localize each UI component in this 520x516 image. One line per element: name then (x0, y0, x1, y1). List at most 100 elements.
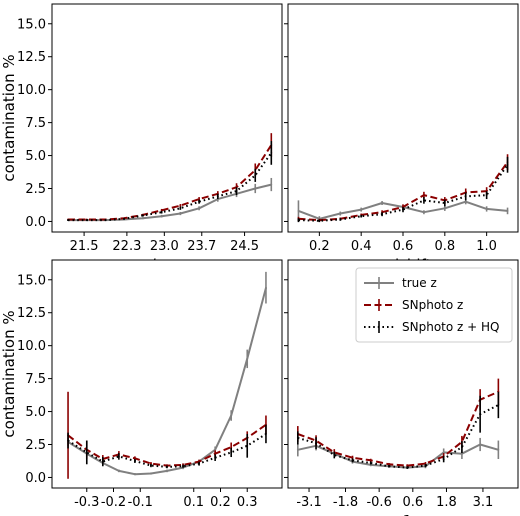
data-point (160, 215, 163, 218)
x-axis-label: c (163, 512, 171, 516)
data-point (179, 204, 182, 207)
y-tick-label: 2.5 (25, 182, 46, 197)
y-tick-label: 2.5 (25, 438, 46, 453)
data-point (369, 462, 372, 464)
data-point (442, 458, 445, 460)
x-tick-label: -0.1 (128, 495, 153, 510)
legend-label: true z (402, 276, 437, 290)
data-point (402, 208, 404, 211)
data-point (214, 448, 217, 451)
data-point (464, 200, 467, 203)
x-tick-label: 3.1 (473, 495, 494, 510)
data-point (297, 210, 300, 212)
data-point (134, 473, 136, 476)
y-tick-label: 5.0 (25, 405, 46, 420)
data-point (388, 465, 390, 468)
x-tick-label: 0.3 (237, 495, 258, 510)
data-point (424, 464, 427, 467)
data-point (67, 219, 69, 222)
data-point (360, 215, 363, 218)
data-point (497, 404, 500, 406)
legend-label: SNphoto z (402, 298, 463, 312)
data-point (497, 448, 500, 451)
data-point (101, 460, 104, 463)
data-point (369, 459, 372, 462)
data-point (214, 456, 217, 459)
legend-entry-snphoto_hq: SNphoto z + HQ (364, 320, 499, 334)
series-line (297, 404, 499, 469)
data-point (160, 211, 163, 214)
data-point (485, 194, 488, 196)
data-point (265, 286, 267, 289)
data-point (198, 207, 200, 210)
data-point (150, 464, 152, 467)
data-point (254, 174, 257, 177)
panel-bottom-left: 0.0 2.5 5.0 7.5 10.0 12.5 15.0 -0.3 -0.2 -0.1 0.1 0… (0, 259, 283, 516)
data-point (485, 208, 488, 210)
data-point (254, 187, 257, 190)
series-snphoto_hq (297, 156, 509, 223)
series-snphoto_hq (296, 391, 500, 469)
data-point (117, 469, 120, 472)
y-tick-label: 10.0 (17, 83, 46, 98)
y-tick-label: 7.5 (25, 372, 46, 387)
data-point (246, 444, 249, 447)
legend-entry-true_z: true z (364, 276, 437, 290)
x-tick-label: 23.0 (150, 239, 179, 254)
x-tick-label: 23.7 (187, 239, 216, 254)
x-tick-label: 0.1 (183, 495, 204, 510)
x-tick-label: 0.4 (351, 239, 372, 254)
data-point (85, 451, 88, 454)
data-point (134, 457, 136, 460)
x-tick-label: 21.5 (70, 239, 99, 254)
data-point (179, 212, 182, 215)
data-point (230, 446, 233, 449)
data-point (388, 463, 390, 466)
data-point (296, 437, 299, 439)
x-axis-label: x1 (394, 512, 412, 516)
data-point (333, 454, 336, 456)
data-point (360, 208, 363, 211)
plot-frame (287, 3, 519, 233)
y-tick-label: 0.0 (25, 471, 46, 486)
x-tick-label: -1.8 (333, 495, 358, 510)
series-line (68, 144, 273, 221)
x-tick-label: 0.2 (309, 239, 330, 254)
x-tick-label: -0.3 (74, 495, 99, 510)
panel-top-right: 0.20.40.60.81.0redshift (284, 3, 519, 274)
x-tick-label: 1.8 (436, 495, 457, 510)
data-point (67, 439, 69, 442)
x-tick-label: 0.6 (393, 239, 414, 254)
data-point (423, 199, 425, 202)
legend: true z SNphoto z SNphoto z + HQ (355, 267, 513, 343)
x-tick-label: 0.6 (402, 495, 423, 510)
data-point (198, 198, 200, 200)
data-point (406, 464, 409, 467)
data-point (246, 357, 249, 360)
data-point (406, 466, 409, 469)
legend-frame (355, 267, 513, 343)
data-point (381, 202, 383, 204)
data-point (506, 163, 509, 166)
data-point (216, 195, 219, 198)
data-point (296, 448, 299, 451)
data-point (351, 459, 354, 462)
data-point (134, 460, 136, 462)
data-point (381, 213, 383, 216)
plot-frame (51, 3, 283, 233)
x-tick-label: 0.8 (434, 239, 455, 254)
data-point (270, 152, 273, 154)
data-point (270, 183, 273, 186)
y-tick-label: 12.5 (17, 306, 46, 321)
data-point (423, 194, 425, 196)
data-point (351, 456, 354, 459)
x-tick-label: 22.3 (112, 239, 141, 254)
data-point (423, 211, 425, 214)
y-tick-label: 0.0 (25, 215, 46, 230)
legend-entry-snphoto: SNphoto z (364, 298, 463, 312)
data-point (198, 200, 200, 203)
data-point (339, 218, 342, 221)
data-point (150, 472, 152, 475)
data-point (85, 219, 88, 222)
